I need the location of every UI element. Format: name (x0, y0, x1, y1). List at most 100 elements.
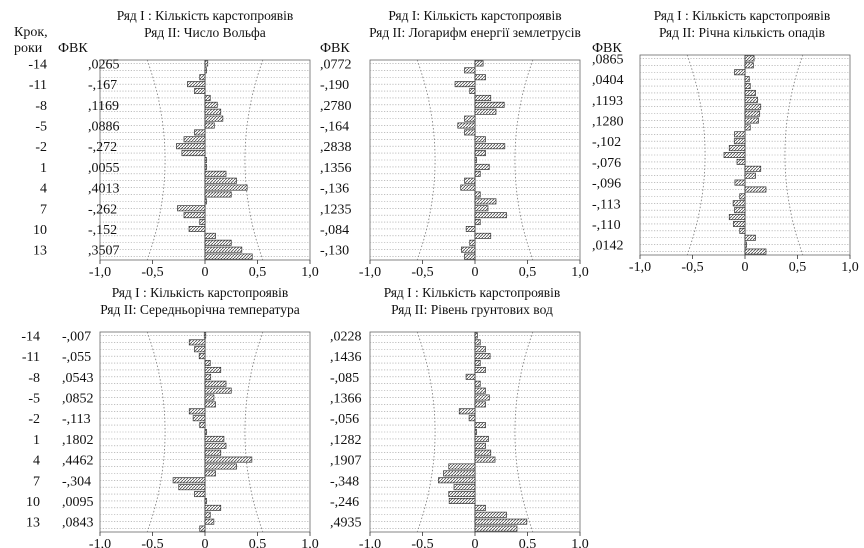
ccf-panel-1: Ряд I : Кількість карстопроявів Ряд II: Ч… (14, 8, 319, 280)
lag-label: 10 (26, 495, 40, 510)
ccf-bar (474, 332, 478, 339)
lag-label: -2 (28, 412, 40, 427)
ccf-value-label: ,0852 (62, 392, 94, 407)
ccf-bar (474, 74, 486, 81)
x-tick-label: -0,5 (411, 265, 433, 280)
ccf-bar (454, 81, 476, 88)
ccf-bar (474, 198, 497, 205)
panel-subtitle: Ряд II: Рівень грунтових вод (391, 302, 553, 317)
ccf-bar (204, 463, 237, 470)
ccf-value-label: ,0265 (88, 57, 120, 72)
ccf-bar (464, 177, 476, 184)
ccf-value-label: -,110 (592, 218, 621, 233)
ccf-bar (474, 346, 486, 353)
x-tick-label: 0 (202, 265, 209, 280)
ccf-value-label: -,130 (320, 244, 349, 259)
ccf-bar (194, 88, 206, 95)
ccf-bar (474, 366, 486, 373)
ccf-bar (474, 232, 492, 239)
ccf-value-label: ,1802 (62, 433, 94, 448)
ccf-bar (194, 346, 206, 353)
ccf-value-label: -,304 (62, 474, 91, 489)
ccf-bar (736, 158, 746, 165)
ccf-bar (474, 191, 481, 198)
ccf-panel-2: Ряд I: Кількість карстопроявів Ряд II: Ло… (320, 8, 589, 280)
ccf-bar (204, 163, 207, 170)
ccf-bar (204, 239, 232, 246)
ccf-value-label: ,0772 (320, 57, 352, 72)
ccf-bar (204, 60, 209, 67)
ccf-bar (474, 94, 492, 101)
ccf-bar (204, 456, 253, 463)
panel-subtitle: Ряд II: Середньорічна температура (100, 302, 299, 317)
lag-label: 4 (33, 454, 40, 469)
lag-header: Крок, (14, 25, 48, 40)
x-tick-label: 0 (202, 537, 209, 548)
ccf-bar (204, 518, 215, 525)
panel-title: Ряд I : Кількість карстопроявів (112, 285, 289, 300)
lag-label: 13 (33, 244, 47, 259)
ccf-value-label: ,1169 (88, 99, 119, 114)
x-tick-label: -0,5 (681, 260, 703, 275)
ccf-bar (461, 246, 476, 253)
lag-label: 1 (33, 433, 40, 448)
ccf-value-label: ,0886 (88, 120, 120, 135)
lag-label: 10 (33, 223, 47, 238)
ccf-bar (177, 205, 206, 212)
ccf-bar (188, 225, 206, 232)
upper-confidence-limit (514, 331, 534, 533)
ccf-bar (474, 101, 505, 108)
ccf-bar (474, 525, 518, 532)
ccf-bar (474, 504, 486, 511)
x-tick-label: 0,5 (249, 265, 267, 280)
upper-confidence-limit (784, 54, 804, 256)
ccf-bar (474, 518, 528, 525)
ccf-value-label: -,084 (320, 223, 349, 238)
ccf-bar (453, 484, 476, 491)
ccf-bar (448, 491, 476, 498)
ccf-bar (474, 449, 492, 456)
lag-label: -8 (28, 371, 40, 386)
lower-confidence-limit (416, 331, 436, 533)
ccf-bar (204, 442, 227, 449)
ccf-value-label: -,272 (88, 140, 117, 155)
ccf-bar (199, 219, 206, 226)
ccf-bar (744, 55, 755, 62)
ccf-bar (204, 429, 207, 435)
ccf-bar (204, 373, 212, 380)
ccf-bar (172, 477, 206, 484)
ccf-bar (474, 360, 481, 367)
lag-label: -11 (22, 350, 40, 365)
x-tick-label: 0 (472, 265, 479, 280)
lower-confidence-limit (146, 59, 166, 261)
ccf-bar (204, 360, 211, 367)
ccf-bar (744, 172, 756, 179)
lag-label: -11 (29, 78, 47, 93)
ccf-value-label: -,348 (330, 474, 359, 489)
ccf-bar (474, 205, 489, 212)
ccf-value-label: -,055 (62, 350, 91, 365)
x-tick-label: -1,0 (89, 265, 111, 280)
lag-label: 1 (40, 161, 47, 176)
x-tick-label: -1,0 (629, 260, 651, 275)
ccf-header: ФВК (320, 41, 350, 56)
ccf-bar (204, 449, 222, 456)
ccf-bar (448, 497, 476, 504)
ccf-bar (474, 163, 490, 170)
ccf-bar (443, 470, 476, 477)
ccf-value-label: -,136 (320, 182, 349, 197)
x-tick-label: 1,0 (571, 265, 589, 280)
ccf-header: ФВК (592, 41, 622, 56)
ccf-value-label: -,085 (330, 371, 359, 386)
x-tick-label: -1,0 (89, 537, 111, 548)
ccf-bar (458, 408, 476, 415)
ccf-bar (204, 170, 227, 177)
x-tick-label: 1,0 (301, 537, 319, 548)
ccf-bar (448, 463, 476, 470)
ccf-bar (204, 435, 225, 442)
ccf-bar (199, 525, 206, 532)
ccf-bar (465, 225, 476, 232)
ccf-value-label: ,0843 (62, 516, 94, 531)
panel-subtitle: Ряд II: Логарифм енергії землетрусів (369, 25, 581, 40)
